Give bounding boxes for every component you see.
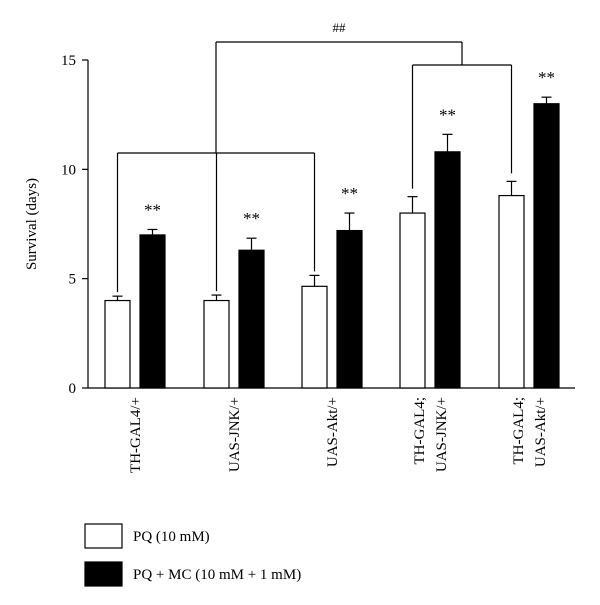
bar xyxy=(203,299,230,389)
legend-label-pq: PQ (10 mM) xyxy=(133,529,210,545)
y-tick-label: 10 xyxy=(61,162,76,178)
significance-marker: ** xyxy=(538,68,555,87)
bracket-marker: ## xyxy=(333,20,347,35)
significance-marker: ** xyxy=(341,184,358,203)
category-label: TH-GAL4/+ xyxy=(128,397,144,473)
legend-swatch-pq xyxy=(84,523,123,549)
bars xyxy=(104,96,560,389)
bar xyxy=(336,229,363,389)
category-label: UAS-Akt/+ xyxy=(325,397,341,467)
category-label: UAS-JNK/+ xyxy=(227,397,243,472)
y-tick-label: 15 xyxy=(61,53,76,69)
significance-brackets: ## xyxy=(116,20,513,293)
bar xyxy=(498,194,525,389)
y-tick-label: 0 xyxy=(69,381,77,397)
category-label: UAS-JNK/+ xyxy=(434,397,450,472)
bar xyxy=(434,151,461,389)
category-label: TH-GAL4; xyxy=(511,397,527,465)
significance-markers: ** ** ** ** ** xyxy=(144,68,555,228)
legend-label-pq-mc: PQ + MC (10 mM + 1 mM) xyxy=(133,567,301,583)
bar xyxy=(533,103,560,389)
y-tick-label: 5 xyxy=(69,272,77,288)
y-ticks: 0 5 10 15 xyxy=(61,53,88,397)
category-label: TH-GAL4; xyxy=(412,397,428,465)
significance-marker: ** xyxy=(439,105,456,124)
bar xyxy=(399,212,426,389)
bar xyxy=(104,299,131,389)
legend: PQ (10 mM) PQ + MC (10 mM + 1 mM) xyxy=(84,523,301,587)
bar xyxy=(139,234,166,389)
y-axis-label: Survival (days) xyxy=(24,178,40,270)
significance-marker: ** xyxy=(243,209,260,228)
bar xyxy=(301,285,328,389)
category-label: UAS-Akt/+ xyxy=(533,397,549,467)
significance-marker: ** xyxy=(144,200,161,219)
legend-swatch-pq-mc xyxy=(84,561,123,587)
bar xyxy=(238,249,265,389)
category-labels: TH-GAL4/+ UAS-JNK/+ UAS-Akt/+ TH-GAL4; UAS-J… xyxy=(128,397,549,473)
